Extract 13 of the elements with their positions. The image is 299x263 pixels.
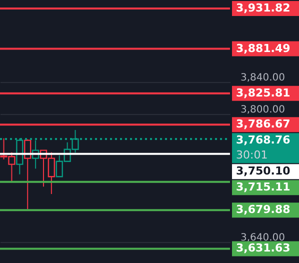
- text: 30:01: [236, 148, 268, 162]
- ref-line-label: 3,631.63: [236, 242, 290, 255]
- ref-line-label: 3,931.82: [236, 2, 290, 15]
- ref-line-label: 3,825.81: [236, 86, 290, 100]
- ref-line-label: 3,768.76: [236, 134, 291, 147]
- y-tick-label: 3,840.00: [240, 72, 286, 84]
- ref-line-label: 3,715.11: [236, 180, 290, 194]
- y-tick-label: 3,800.00: [240, 104, 286, 116]
- ref-line-label: 3,750.10: [236, 164, 291, 178]
- ref-line-label: 3,881.49: [236, 42, 290, 55]
- y-tick-label: 3,640.00: [240, 232, 286, 244]
- ref-line-label: 3,679.88: [236, 203, 290, 216]
- ref-line-label: 3,786.67: [236, 118, 290, 131]
